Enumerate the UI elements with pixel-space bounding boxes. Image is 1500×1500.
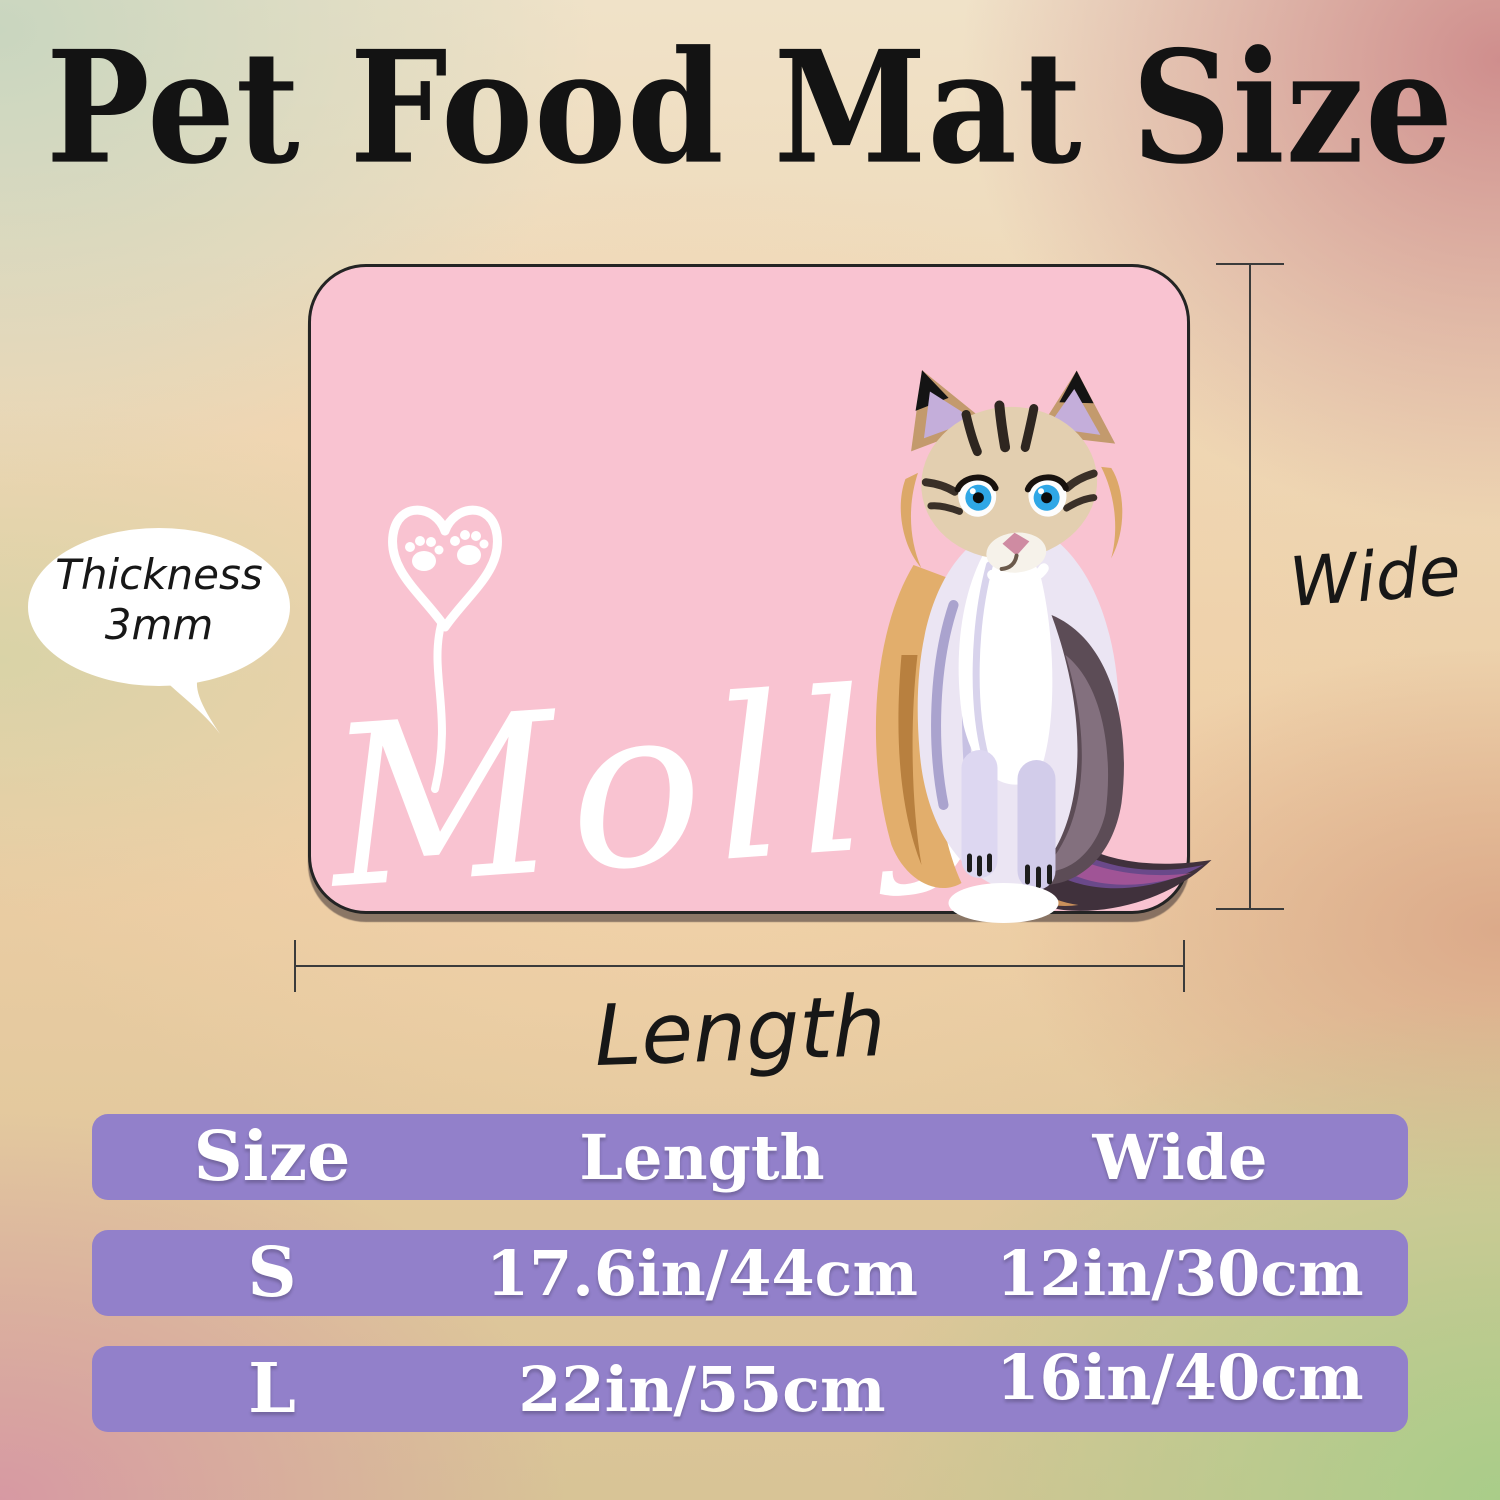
header-wide: Wide [1092,1120,1268,1194]
length-dimension-cap [294,940,296,992]
wide-label: Wide [1286,532,1464,623]
wide-dimension-line [1249,264,1251,910]
pet-food-mat: Molly [308,264,1212,939]
row-l-size: L [248,1349,296,1429]
cat-illustration [875,370,1212,923]
thickness-line2: 3mm [104,599,214,649]
row-s-length: 17.6in/44cm [486,1236,918,1310]
row-s-wide: 12in/30cm [996,1236,1364,1310]
speech-bubble-tail [156,672,220,734]
thickness-line1: Thickness [55,550,263,599]
paw-print-icon [450,530,489,565]
table-row: L 22in/55cm 16in/40cm [92,1341,1408,1432]
cat-eye [1024,474,1069,517]
paw-print-icon [405,536,444,571]
page-title: Pet Food Mat Size [46,16,1454,199]
heart-paws-icon [388,505,502,793]
row-l-wide: 16in/40cm [996,1340,1364,1414]
cat-body [875,525,1124,923]
wide-dimension-cap [1216,908,1284,910]
cat-head [900,370,1123,587]
header-size: Size [193,1117,351,1197]
thickness-speech-bubble [28,528,290,686]
row-s-size: S [247,1233,297,1313]
length-dimension-line [295,965,1185,967]
thickness-note: Thickness 3mm [28,550,290,649]
row-l-length: 22in/55cm [518,1352,886,1426]
cat-eye [954,474,999,517]
length-dimension-cap [1183,940,1185,992]
table-header-row: Size Length Wide [92,1114,1408,1200]
size-table: Size Length Wide S 17.6in/44cm 12in/30cm… [92,1114,1408,1462]
header-length: Length [579,1120,825,1194]
table-row: S 17.6in/44cm 12in/30cm [92,1230,1408,1316]
wide-dimension-cap [1216,263,1284,265]
length-label: Length [592,976,888,1086]
